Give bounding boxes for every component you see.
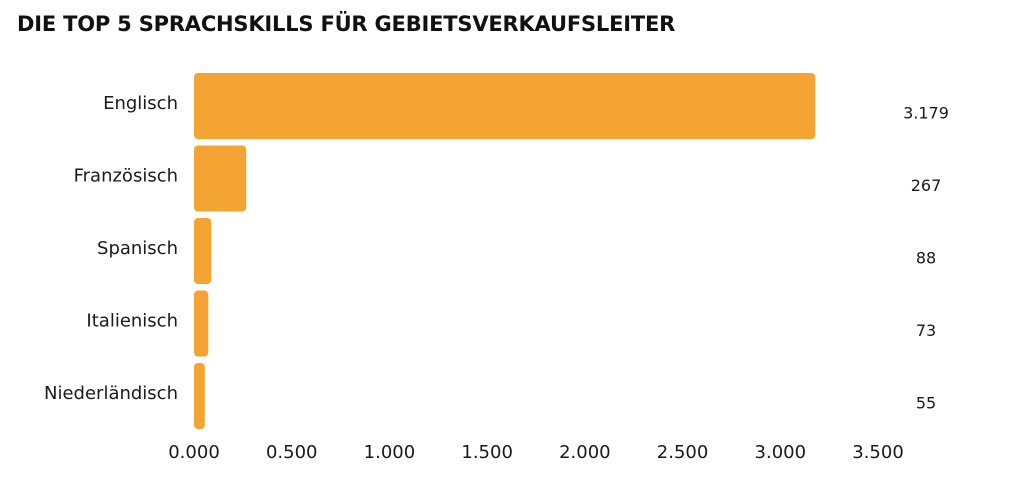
- value-label: 88: [916, 249, 936, 268]
- category-label: Französisch: [74, 166, 178, 187]
- bar-4: [194, 363, 205, 429]
- bar-1: [194, 145, 247, 212]
- x-tick-label: 1.500: [461, 442, 513, 463]
- value-label: 73: [916, 321, 936, 340]
- x-tick-label: 0.500: [266, 442, 318, 463]
- value-labels: 3.179 267 88 73 55: [903, 104, 949, 413]
- bars-layer: [194, 73, 816, 429]
- category-label: Spanisch: [97, 238, 178, 259]
- value-label: 55: [916, 394, 936, 413]
- x-tick-label: 3.000: [755, 442, 807, 463]
- x-tick-label: 0.000: [168, 442, 220, 463]
- category-labels: Englisch Französisch Spanisch Italienisch Ni…: [44, 93, 178, 404]
- x-tick-label: 1.000: [364, 442, 416, 463]
- category-label: Englisch: [103, 93, 178, 114]
- x-tick-label: 3.500: [852, 442, 904, 463]
- chart-title: DIE TOP 5 SPRACHSKILLS FÜR GEBIETSVERKAU…: [17, 12, 676, 36]
- value-label: 267: [911, 176, 942, 195]
- x-tick-label: 2.000: [559, 442, 611, 463]
- x-tick-label: 2.500: [657, 442, 709, 463]
- bar-3: [194, 290, 209, 357]
- x-axis-tick-labels: 0.000 0.500 1.000 1.500 2.000 2.500 3.000 3.500: [168, 442, 904, 463]
- bar-0: [194, 73, 816, 139]
- category-label: Niederländisch: [44, 383, 178, 404]
- category-label: Italienisch: [86, 311, 178, 332]
- value-label: 3.179: [903, 104, 949, 123]
- bar-2: [194, 218, 212, 284]
